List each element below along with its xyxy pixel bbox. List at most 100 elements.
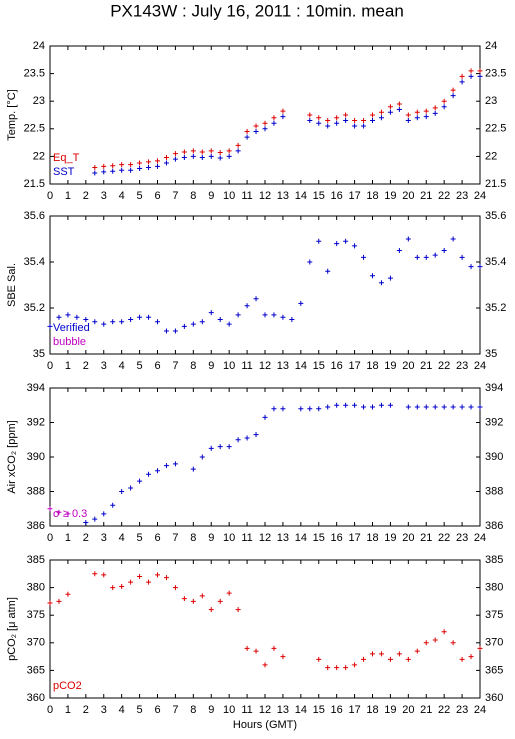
x-tick-label: 21 bbox=[420, 532, 432, 544]
data-point bbox=[181, 149, 187, 155]
data-point bbox=[235, 142, 241, 148]
x-tick-label: 17 bbox=[348, 360, 360, 372]
data-point bbox=[65, 511, 71, 517]
x-tick-label: 24 bbox=[474, 704, 486, 716]
x-tick-label: 5 bbox=[137, 532, 143, 544]
data-point bbox=[190, 321, 196, 327]
y2-tick-label: 23.5 bbox=[485, 68, 506, 80]
data-point bbox=[316, 656, 322, 662]
data-point bbox=[325, 118, 331, 124]
data-point bbox=[253, 123, 259, 129]
y-tick-label: 385 bbox=[27, 554, 45, 566]
x-tick-label: 4 bbox=[119, 190, 125, 202]
data-point bbox=[190, 466, 196, 472]
data-point bbox=[352, 243, 358, 249]
x-tick-label: 9 bbox=[208, 360, 214, 372]
data-point bbox=[468, 73, 474, 79]
data-point bbox=[414, 648, 420, 654]
x-tick-label: 5 bbox=[137, 360, 143, 372]
data-point bbox=[101, 572, 107, 578]
x-tick-label: 23 bbox=[456, 532, 468, 544]
data-point bbox=[450, 640, 456, 646]
data-point bbox=[208, 153, 214, 159]
plot-frame bbox=[49, 559, 481, 699]
data-point bbox=[423, 108, 429, 114]
data-point bbox=[361, 254, 367, 260]
data-point bbox=[280, 314, 286, 320]
data-point bbox=[137, 478, 143, 484]
y2-tick-label: 380 bbox=[485, 582, 503, 594]
x-tick-label: 6 bbox=[154, 190, 160, 202]
x-tick-label: 15 bbox=[313, 704, 325, 716]
data-point bbox=[316, 238, 322, 244]
y-axis-label: Air xCO₂ [ppm] bbox=[6, 420, 18, 493]
data-point bbox=[163, 463, 169, 469]
data-point bbox=[110, 585, 116, 591]
data-point bbox=[396, 101, 402, 107]
data-point bbox=[47, 506, 53, 512]
data-point bbox=[244, 129, 250, 135]
x-tick-label: 20 bbox=[402, 704, 414, 716]
data-point bbox=[298, 406, 304, 412]
x-tick-label: 0 bbox=[47, 532, 53, 544]
data-point bbox=[334, 402, 340, 408]
x-tick-label: 4 bbox=[119, 704, 125, 716]
data-point bbox=[343, 238, 349, 244]
data-point bbox=[450, 87, 456, 93]
data-point bbox=[361, 118, 367, 124]
data-point bbox=[47, 600, 53, 606]
y-tick-label: 388 bbox=[27, 485, 45, 497]
data-point bbox=[352, 662, 358, 668]
data-point bbox=[119, 319, 125, 325]
data-point bbox=[289, 317, 295, 322]
data-point bbox=[352, 123, 358, 129]
x-tick-label: 13 bbox=[277, 360, 289, 372]
data-point bbox=[101, 163, 107, 169]
data-point bbox=[378, 651, 384, 657]
x-tick-label: 18 bbox=[366, 360, 378, 372]
y-tick-label: 35.2 bbox=[24, 302, 45, 314]
data-point bbox=[414, 404, 420, 410]
y2-tick-label: 23 bbox=[485, 95, 497, 107]
y-tick-label: 365 bbox=[27, 664, 45, 676]
x-tick-label: 20 bbox=[402, 532, 414, 544]
data-point bbox=[199, 454, 205, 460]
y2-tick-label: 35.6 bbox=[485, 210, 506, 222]
y2-tick-label: 35.4 bbox=[485, 256, 506, 268]
x-tick-label: 23 bbox=[456, 190, 468, 202]
data-point bbox=[352, 402, 358, 408]
x-tick-label: 24 bbox=[474, 360, 486, 372]
data-point bbox=[226, 148, 232, 154]
x-tick-label: 20 bbox=[402, 190, 414, 202]
x-tick-label: 21 bbox=[420, 704, 432, 716]
data-point bbox=[271, 406, 277, 412]
data-point bbox=[155, 163, 160, 169]
data-point bbox=[477, 264, 483, 270]
x-tick-label: 12 bbox=[259, 190, 271, 202]
data-point bbox=[432, 637, 438, 643]
data-point bbox=[378, 109, 384, 115]
data-point bbox=[65, 312, 71, 318]
data-point bbox=[262, 312, 268, 318]
legend-label: SST bbox=[53, 166, 75, 178]
x-tick-label: 10 bbox=[223, 190, 235, 202]
data-point bbox=[468, 68, 474, 74]
legend-label: bubble bbox=[53, 336, 86, 348]
x-tick-label: 13 bbox=[277, 704, 289, 716]
data-point bbox=[101, 511, 107, 517]
x-tick-label: 10 bbox=[223, 704, 235, 716]
x-tick-label: 17 bbox=[348, 532, 360, 544]
data-point bbox=[262, 120, 268, 126]
data-point bbox=[155, 158, 160, 164]
data-point bbox=[477, 645, 483, 651]
data-point bbox=[334, 241, 340, 247]
data-point bbox=[226, 153, 232, 159]
data-point bbox=[325, 665, 331, 671]
x-tick-label: 1 bbox=[65, 360, 71, 372]
data-point bbox=[334, 120, 340, 126]
x-tick-label: 24 bbox=[474, 532, 486, 544]
data-point bbox=[298, 300, 304, 306]
x-tick-label: 11 bbox=[241, 190, 252, 202]
x-tick-label: 3 bbox=[101, 532, 107, 544]
data-point bbox=[181, 323, 187, 329]
